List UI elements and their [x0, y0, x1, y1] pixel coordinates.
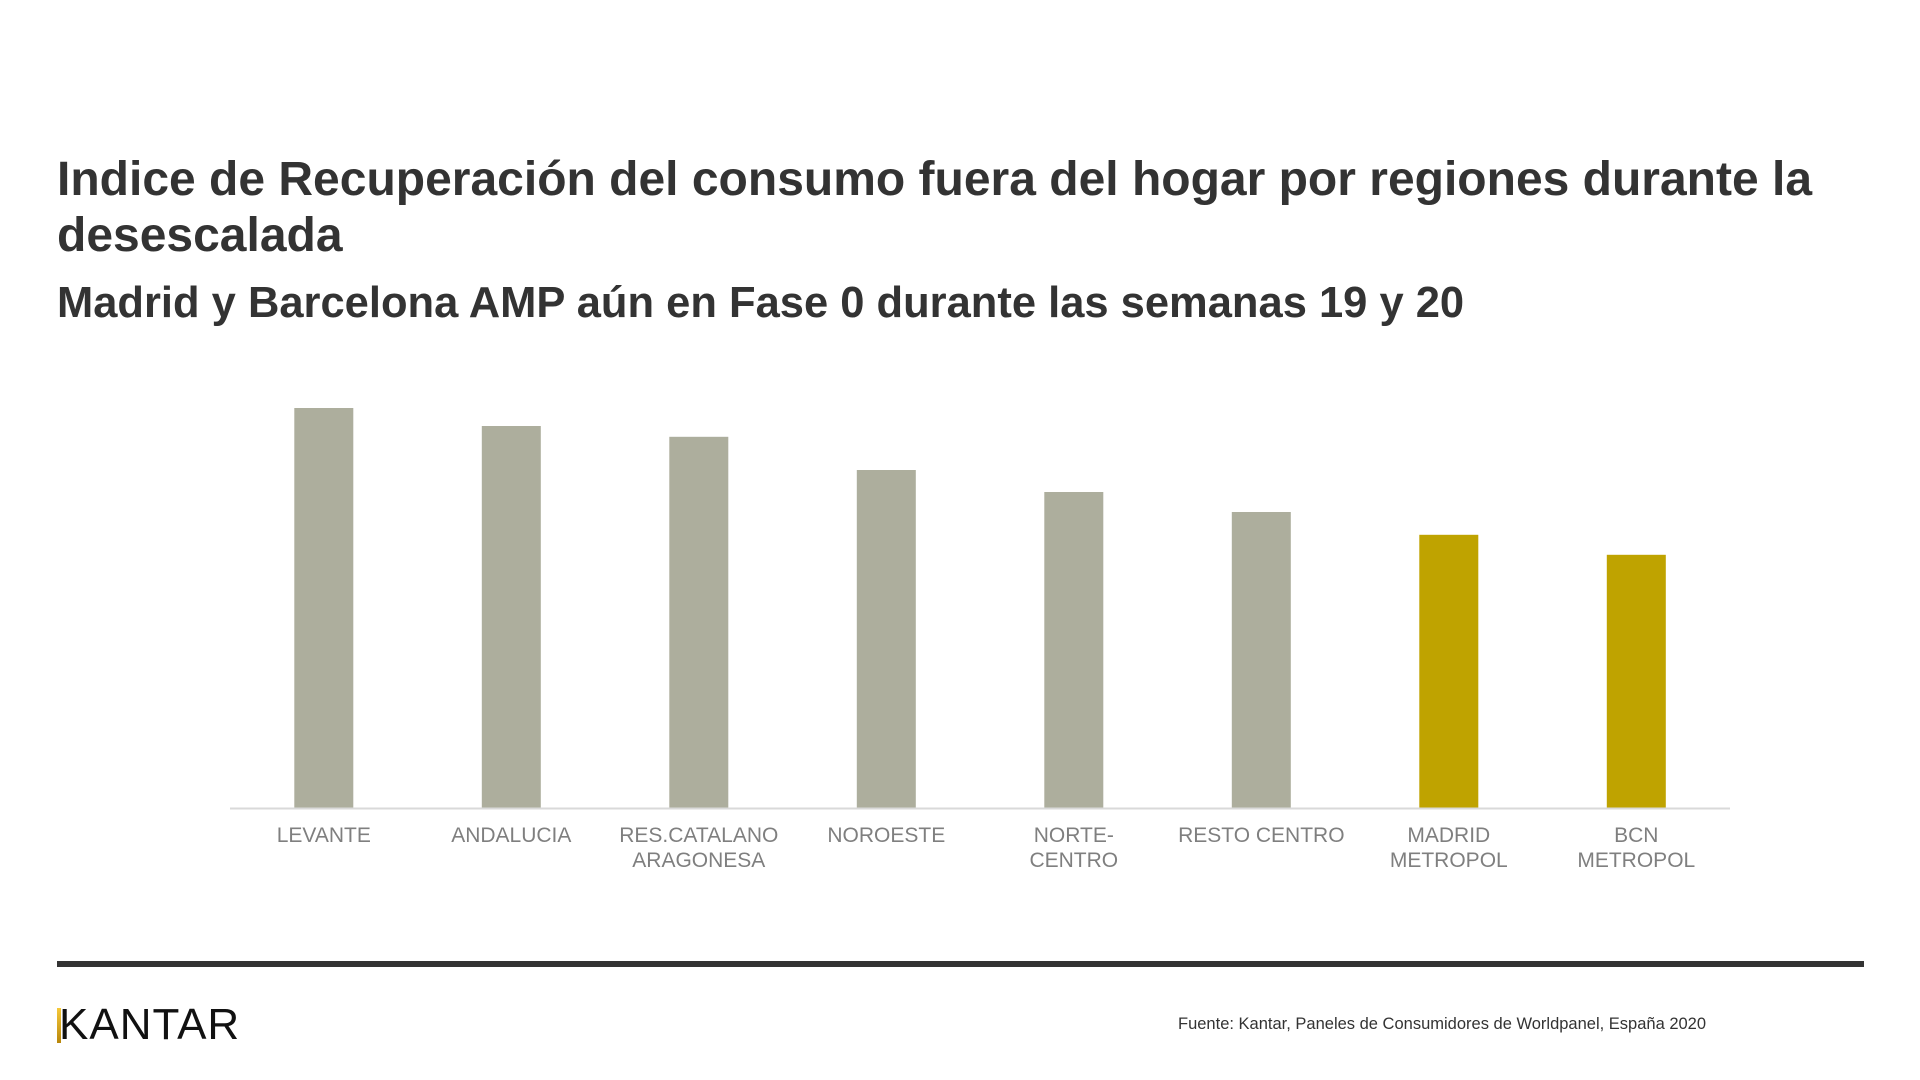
tick-label-line: METROPOL [1390, 849, 1508, 872]
tick-label: RESTO CENTRO [1178, 824, 1344, 847]
source-note: Fuente: Kantar, Paneles de Consumidores … [1178, 1015, 1707, 1033]
bar-norte-centro [1044, 492, 1104, 808]
chart-subtitle: Madrid y Barcelona AMP aún en Fase 0 dur… [57, 279, 1465, 327]
logo-accent-icon [57, 1007, 61, 1043]
logo-text: KANTAR [59, 1000, 241, 1049]
chart-title: Indice de Recuperación del consumo fuera… [57, 153, 1813, 262]
tick-label: LEVANTE [277, 824, 371, 847]
tick-label-line: LEVANTE [277, 824, 371, 847]
tick-label-line: RESTO CENTRO [1178, 824, 1344, 847]
category-labels: LEVANTE ANDALUCIA RES.CATALANO ARAGONESA NOR… [277, 824, 1696, 872]
tick-label-line: CENTRO [1029, 849, 1118, 872]
tick-label: NOROESTE [827, 824, 945, 847]
tick-label: MADRID METROPOL [1390, 824, 1508, 872]
bar-bcn-metropol [1606, 554, 1666, 808]
bars-group [294, 408, 1666, 808]
bar-levante [294, 408, 354, 808]
tick-label-line: NORTE- [1034, 824, 1114, 847]
tick-label-line: RES.CATALANO [619, 824, 778, 847]
bar-madrid-metropol [1419, 534, 1479, 808]
tick-label-line: BCN [1614, 824, 1658, 847]
footer-divider [57, 961, 1864, 967]
tick-label: NORTE-CENTRO [1029, 824, 1118, 872]
tick-label-line: NOROESTE [827, 824, 945, 847]
kantar-logo: KANTAR [57, 1002, 240, 1048]
tick-label: ANDALUCIA [451, 824, 571, 847]
tick-label-line: ARAGONESA [632, 849, 765, 872]
bar-resto-centro [1231, 512, 1291, 808]
bar-res-catalano-aragonesa [669, 436, 729, 808]
tick-label-line: MADRID [1407, 824, 1490, 847]
tick-label: RES.CATALANO ARAGONESA [619, 824, 778, 872]
tick-label-line: ANDALUCIA [451, 824, 571, 847]
tick-label: BCN METROPOL [1577, 824, 1695, 872]
tick-label-line: METROPOL [1577, 849, 1695, 872]
bar-noroeste [856, 470, 916, 808]
bar-andalucia [481, 426, 541, 808]
